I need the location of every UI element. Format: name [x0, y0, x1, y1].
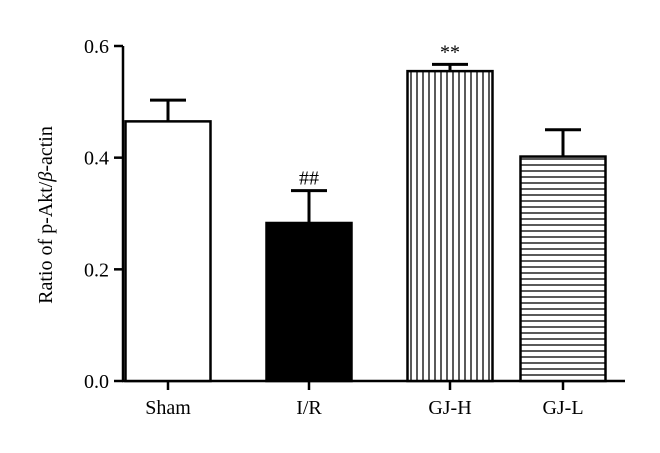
x-tick-label: GJ-H: [428, 397, 471, 419]
bar: [406, 69, 494, 383]
x-tick-label: I/R: [296, 397, 322, 419]
y-axis-label-part-3: -actin: [35, 126, 57, 172]
significance-label: **: [440, 41, 460, 63]
y-axis-label-part-1: Ratio of p-Akt/: [35, 181, 57, 304]
y-tick-label: 0.2: [84, 259, 109, 281]
y-axis-label-beta: β: [35, 172, 57, 183]
bar-group: [124, 98, 212, 383]
bar-group: ##: [265, 168, 353, 383]
y-axis-label: Ratio of p-Akt/β-actin: [35, 126, 57, 304]
y-tick-label: 0.0: [84, 371, 109, 393]
bar: [265, 221, 353, 383]
bar: [519, 155, 607, 383]
y-tick-label: 0.4: [84, 148, 109, 170]
bar-group: **: [406, 41, 494, 383]
significance-label: ##: [299, 168, 319, 190]
bars: ## **: [124, 41, 607, 383]
bar-group: [519, 128, 607, 383]
y-axis: 0.0 0.2 0.4 0.6: [84, 36, 125, 393]
x-tick-label: Sham: [145, 397, 191, 419]
x-tick-label: GJ-L: [542, 397, 583, 419]
x-axis: Sham I/R GJ-H GJ-L: [122, 379, 625, 419]
bar: [124, 120, 212, 383]
y-tick-label: 0.6: [84, 36, 109, 58]
